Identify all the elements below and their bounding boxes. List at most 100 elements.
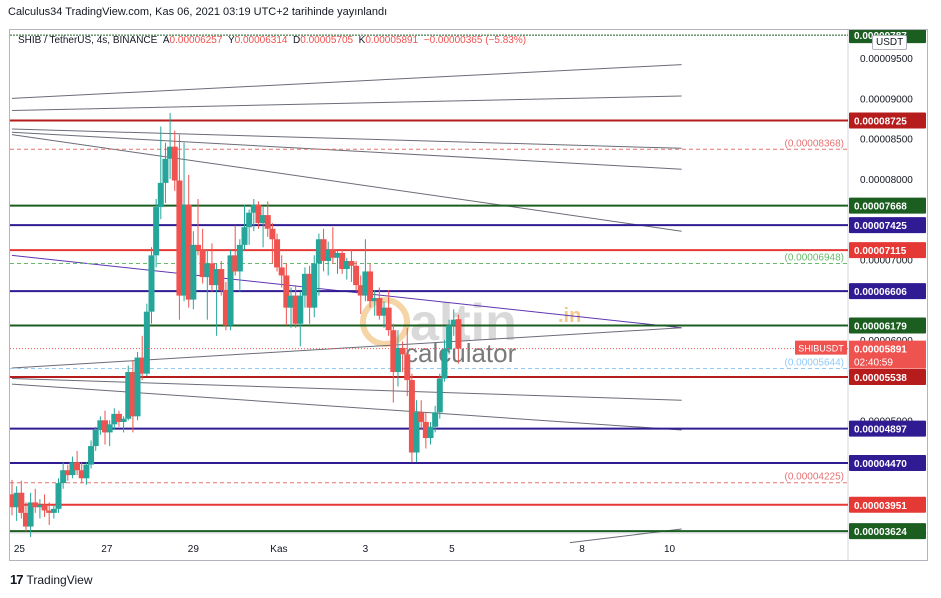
- last-price-label: 0.00005891: [854, 345, 907, 356]
- candle-body: [176, 180, 183, 296]
- chart-frame[interactable]: altin.incalculator0.000095000.000090000.…: [9, 29, 928, 561]
- trendline: [11, 95, 682, 111]
- level-price-box: [849, 283, 926, 300]
- candle-body: [50, 508, 57, 513]
- candle-body: [264, 215, 271, 229]
- candle-body: [450, 319, 457, 326]
- time-tick-label: 10: [664, 544, 676, 555]
- candle-body: [111, 413, 118, 425]
- trendline: [11, 134, 682, 232]
- candle-body: [171, 146, 178, 181]
- candle-body: [46, 510, 53, 513]
- level-label: (0.00004225): [785, 472, 845, 483]
- last-price-box: [849, 340, 926, 369]
- candle-body: [260, 215, 267, 224]
- candle-body: [376, 297, 383, 316]
- candle-body: [250, 204, 257, 213]
- footer: 17 TradingView: [10, 572, 93, 587]
- candle-body: [381, 307, 387, 316]
- level-label: (0.00008368): [785, 138, 845, 149]
- candle-body: [69, 462, 76, 476]
- level-price-box: [849, 454, 926, 471]
- candle-body: [362, 271, 369, 296]
- candle-body: [222, 289, 229, 326]
- candle-body: [74, 462, 81, 471]
- currency-button[interactable]: USDT: [872, 35, 908, 50]
- candle-body: [371, 297, 378, 302]
- candle-body: [446, 325, 453, 350]
- candle-body: [218, 269, 225, 290]
- candle-body: [60, 470, 67, 484]
- trendline: [11, 128, 682, 149]
- candle-body: [83, 464, 90, 479]
- candle-body: [153, 207, 160, 256]
- time-tick-label: 27: [101, 544, 113, 555]
- candle-body: [22, 512, 29, 527]
- candle-body: [301, 273, 308, 296]
- candle-body: [404, 354, 411, 381]
- candle-body: [339, 252, 346, 270]
- level-price-box: [849, 217, 926, 234]
- candle-body: [427, 426, 434, 439]
- candle-body: [78, 470, 85, 479]
- candle-body: [236, 244, 243, 272]
- candle-body: [190, 244, 197, 300]
- candle-body: [41, 504, 48, 511]
- level-price-label: 0.00008725: [854, 117, 907, 128]
- time-tick-label: Kas: [270, 544, 287, 555]
- candle-body: [432, 412, 439, 427]
- symbol-badge-label: SHIBUSDT: [798, 344, 844, 354]
- candle-body: [320, 239, 327, 261]
- open-label: A: [162, 35, 170, 46]
- candle-body: [441, 349, 448, 379]
- symbol-badge: [795, 340, 847, 355]
- time-tick-label: 5: [449, 544, 455, 555]
- low-value: 0.00005705: [300, 35, 354, 46]
- candle-body: [311, 263, 318, 308]
- close-value: 0.00005891: [365, 35, 419, 46]
- candle-body: [269, 228, 276, 240]
- symbol-label[interactable]: SHIB / TetherUS, 4s, BINANCE: [18, 35, 158, 46]
- candle-body: [129, 372, 136, 417]
- level-label: (0.00005644): [785, 357, 845, 368]
- candle-body: [255, 204, 262, 224]
- candle-body: [148, 255, 155, 312]
- level-price-box: [849, 112, 926, 129]
- high-value: 0.00006314: [234, 35, 288, 46]
- candle-body: [297, 295, 304, 324]
- trendline: [11, 377, 682, 401]
- candle-body: [241, 227, 248, 245]
- candle-body: [367, 271, 374, 302]
- level-price-box: [849, 369, 926, 386]
- candle-body: [106, 424, 113, 433]
- close-label: K: [358, 35, 366, 46]
- candle-body: [185, 204, 192, 300]
- level-price-box: [849, 496, 926, 513]
- candle-body: [315, 239, 322, 264]
- candle-body: [157, 182, 164, 208]
- footer-brand[interactable]: TradingView: [26, 572, 93, 587]
- watermark-coin-icon: [360, 297, 410, 347]
- time-tick-label: 8: [579, 544, 585, 555]
- level-price-label: 0.00007425: [854, 221, 907, 232]
- price-tick-label: 0.00009500: [860, 54, 913, 65]
- candlestick-chart[interactable]: altin.incalculator0.000095000.000090000.…: [10, 30, 927, 560]
- level-price-label: 0.00003951: [854, 501, 907, 512]
- candle-body: [195, 244, 201, 250]
- candle-body: [88, 446, 95, 465]
- candle-body: [399, 347, 406, 355]
- candle-body: [143, 311, 150, 374]
- level-price-label: 0.00004470: [854, 459, 907, 470]
- candle-body: [408, 380, 415, 453]
- level-label: (0.00006948): [785, 253, 845, 264]
- tradingview-logo-icon[interactable]: 17: [10, 572, 24, 587]
- candle-body: [162, 158, 169, 183]
- level-price-box: [849, 317, 926, 334]
- candle-body: [418, 412, 425, 422]
- candle-body: [394, 347, 401, 373]
- candle-body: [329, 249, 336, 258]
- trendline: [11, 383, 682, 431]
- candle-body: [13, 492, 20, 508]
- price-tick-label: 0.00008500: [860, 135, 913, 146]
- high-label: Y: [227, 35, 235, 46]
